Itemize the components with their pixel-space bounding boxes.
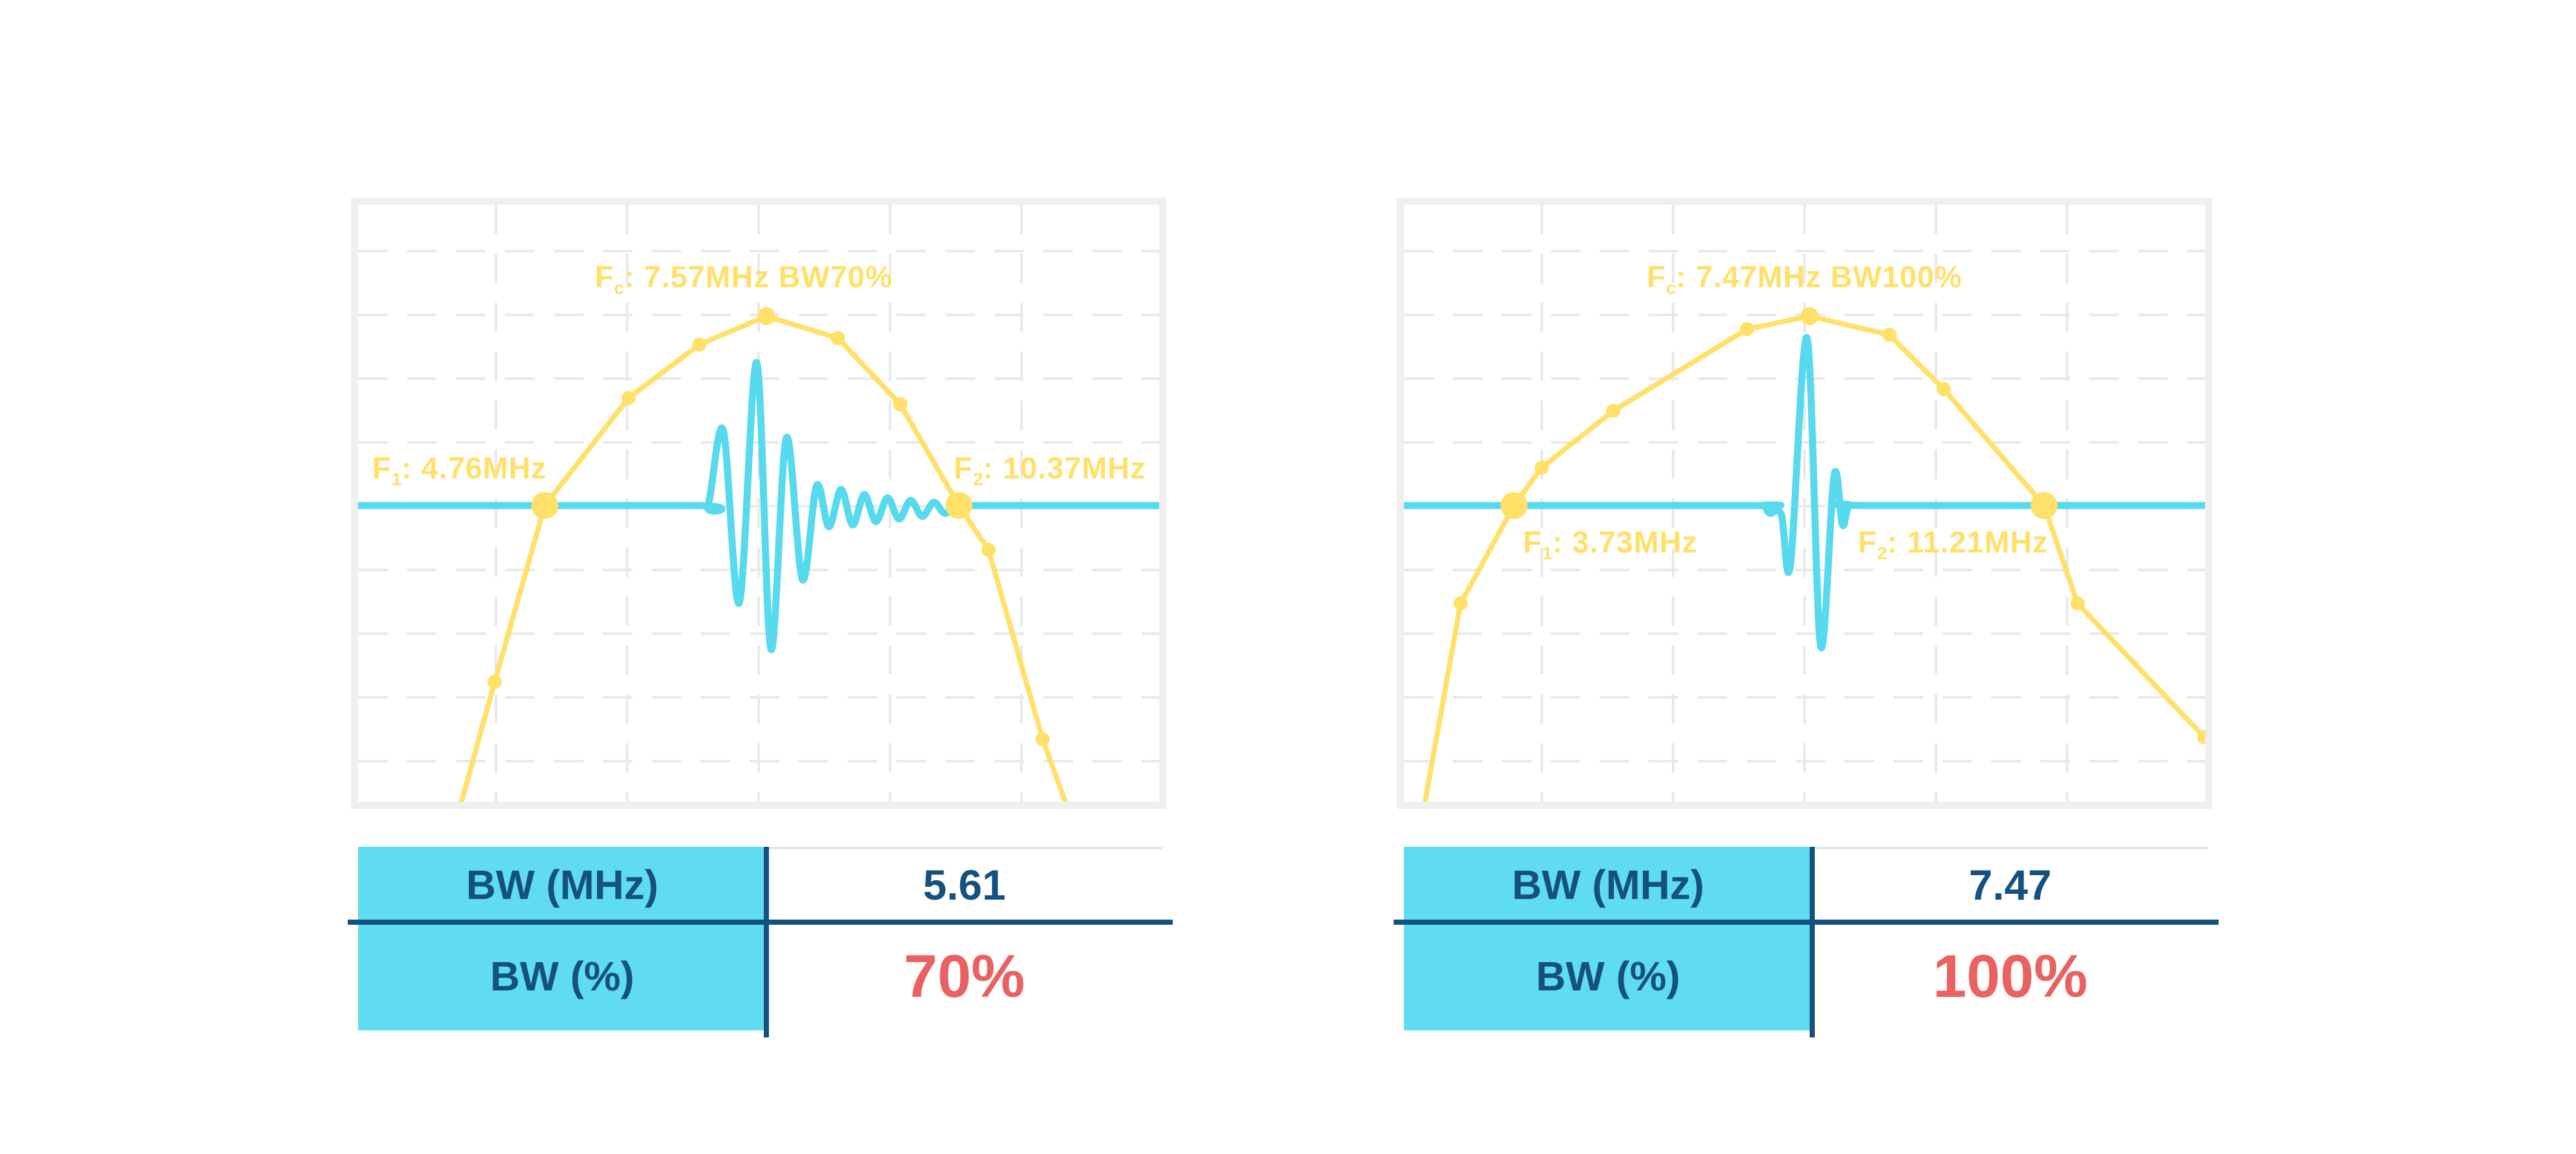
f1-symbol: F xyxy=(372,451,392,485)
f1-value: : 3.73MHz xyxy=(1552,525,1698,559)
fc-subscript: c xyxy=(614,277,625,298)
f1-annotation: F1: 3.73MHz xyxy=(1523,527,1698,562)
f1-annotation: F1: 4.76MHz xyxy=(372,453,547,488)
table-value-bw-mhz: 5.61 xyxy=(923,860,1006,909)
f2-symbol: F xyxy=(1858,525,1877,559)
f2-annotation: F2: 11.21MHz xyxy=(1858,527,2049,562)
fc-symbol: F xyxy=(594,260,614,294)
table-row-divider xyxy=(1394,920,2219,925)
table-value-bw-percent: 70% xyxy=(904,942,1025,1010)
center-frequency-annotation: Fc: 7.47MHz BW100% xyxy=(1647,261,1962,297)
table-top-rule xyxy=(1812,847,2208,849)
bw-table: BW (MHz) 7.47 BW (%) 100% xyxy=(1394,847,2219,1037)
f2-value: : 10.37MHz xyxy=(983,451,1146,485)
spectrum-plot-bw100: Fc: 7.47MHz BW100% F1: 3.73MHz F2: 11.21… xyxy=(1397,198,2212,809)
f1-value: : 4.76MHz xyxy=(401,451,547,485)
table-value-bw-mhz: 7.47 xyxy=(1969,860,2052,909)
f2-value: : 11.21MHz xyxy=(1887,525,2049,559)
f1-subscript: 1 xyxy=(1542,542,1553,563)
table-header-bw-mhz: BW (MHz) xyxy=(358,847,766,922)
table-column-divider xyxy=(764,847,769,1037)
fc-value: : 7.47MHz BW100% xyxy=(1676,260,1962,294)
table-header-bw-percent: BW (%) xyxy=(358,922,766,1030)
plot-canvas-bw70 xyxy=(358,205,1159,802)
plot-canvas-bw100 xyxy=(1404,205,2205,802)
f2-symbol: F xyxy=(954,451,973,485)
f2-subscript: 2 xyxy=(972,468,983,489)
f1-symbol: F xyxy=(1523,525,1542,559)
table-header-bw-percent: BW (%) xyxy=(1404,922,1812,1030)
f2-annotation: F2: 10.37MHz xyxy=(954,453,1146,488)
table-top-rule xyxy=(766,847,1162,849)
table-column-divider xyxy=(1810,847,1815,1037)
f2-subscript: 2 xyxy=(1877,542,1888,563)
bw-table: BW (MHz) 5.61 BW (%) 70% xyxy=(348,847,1173,1037)
table-value-bw-percent: 100% xyxy=(1933,942,2088,1010)
f1-subscript: 1 xyxy=(391,468,402,489)
table-row-divider xyxy=(348,920,1173,925)
fc-value: : 7.57MHz BW70% xyxy=(624,260,893,294)
fc-symbol: F xyxy=(1647,260,1666,294)
table-header-bw-mhz: BW (MHz) xyxy=(1404,847,1812,922)
center-frequency-annotation: Fc: 7.57MHz BW70% xyxy=(595,261,893,297)
spectrum-plot-bw70: Fc: 7.57MHz BW70% F1: 4.76MHz F2: 10.37M… xyxy=(351,198,1166,809)
fc-subscript: c xyxy=(1665,277,1676,298)
